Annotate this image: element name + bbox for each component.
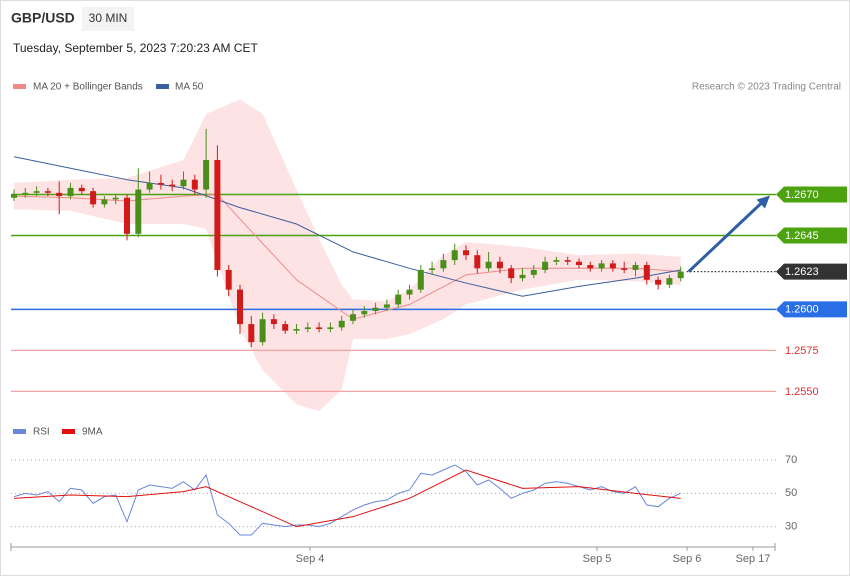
level-label: 1.2575 [785, 345, 819, 357]
level-label: 1.2623 [785, 266, 819, 278]
level-tag [776, 186, 847, 203]
x-tick-label: Sep 17 [736, 553, 771, 565]
candle-body [11, 194, 17, 198]
legend-label: 9MA [82, 427, 103, 438]
legend-swatch [62, 429, 75, 434]
x-tick-label: Sep 4 [296, 553, 325, 565]
candle-body [157, 182, 164, 185]
candle-body [655, 279, 662, 285]
level-tag [776, 301, 847, 318]
legend-label: RSI [33, 427, 50, 438]
candle-body [225, 269, 232, 290]
candle-body [474, 255, 481, 269]
candle-body [169, 184, 176, 187]
candle-body [124, 197, 130, 234]
candle-body [67, 187, 74, 197]
candle-body [44, 191, 51, 193]
candle-body [33, 191, 40, 193]
candle-body [214, 160, 221, 270]
x-tick-label: Sep 6 [673, 553, 702, 565]
candle-body [576, 261, 582, 266]
candle-body [598, 263, 605, 269]
candle-body [135, 189, 142, 234]
candle-body [237, 289, 243, 325]
candle-body [643, 265, 650, 280]
candle-body [485, 261, 492, 269]
ma-line [13, 156, 681, 297]
interval: 30 MIN [89, 11, 128, 25]
forecast-arrowhead [756, 195, 770, 209]
candle-body [666, 278, 673, 285]
rsi-tick-label: 30 [785, 521, 797, 533]
legend-label: MA 20 + Bollinger Bands [33, 82, 143, 93]
candle-body [248, 324, 255, 343]
candle-body [609, 263, 616, 269]
candle-body [22, 192, 29, 195]
candle-body [677, 271, 684, 279]
level-tag [776, 263, 847, 280]
level-label: 1.2600 [785, 304, 819, 316]
candle-body [530, 269, 537, 275]
candle-body [191, 179, 198, 190]
candle-body [203, 160, 210, 190]
rsi-tick-label: 70 [785, 454, 797, 466]
candle-body [440, 260, 447, 269]
candle-body [101, 199, 108, 205]
candle-body [463, 250, 469, 256]
candle-body [338, 320, 345, 328]
interval-box [82, 7, 134, 31]
forecast-arrow [687, 201, 764, 273]
candle-body [632, 265, 639, 270]
legend-label: MA 50 [175, 82, 204, 93]
candle-body [56, 192, 63, 197]
candle-body [350, 314, 356, 321]
candle-body [327, 327, 334, 330]
candle-body [316, 327, 323, 330]
candle-body [361, 310, 368, 315]
credit: Research © 2023 Trading Central [692, 82, 841, 93]
candle-body [293, 329, 300, 331]
candle-body [429, 268, 436, 270]
level-tag [776, 227, 847, 244]
rsi-tick-label: 50 [785, 487, 797, 499]
candle-body [621, 268, 628, 270]
candle-body [406, 289, 413, 295]
candle-body [553, 260, 560, 262]
candle-body [395, 294, 402, 305]
legend-swatch [13, 84, 26, 89]
candle-body [451, 250, 458, 261]
x-tick-label: Sep 5 [583, 553, 612, 565]
candle-body [78, 187, 85, 192]
legend-swatch [13, 429, 26, 434]
candle-body [304, 327, 311, 330]
candle-body [417, 269, 424, 290]
chart-title: GBP/USD [11, 10, 75, 26]
bollinger-band [14, 99, 681, 412]
candle-body [90, 191, 97, 205]
candle-body [564, 260, 571, 262]
level-label: 1.2670 [785, 189, 819, 201]
candle-body [270, 319, 277, 325]
legend-swatch [156, 84, 169, 89]
level-label: 1.2550 [785, 386, 819, 398]
candle-body [496, 261, 503, 269]
candle-body [383, 304, 390, 308]
candle-body [146, 182, 153, 190]
candle-body [587, 265, 594, 269]
ma-line [13, 464, 681, 536]
candle-body [112, 197, 119, 200]
subtitle: Tuesday, September 5, 2023 7:20:23 AM CE… [13, 41, 258, 55]
candle-body [519, 274, 526, 279]
candle-body [180, 179, 187, 187]
level-label: 1.2645 [785, 230, 819, 242]
candle-body [542, 261, 549, 270]
candle-body [282, 324, 289, 331]
candle-body [372, 307, 379, 311]
ma-line [13, 469, 681, 528]
candle-body [508, 268, 515, 279]
candle-body [259, 319, 266, 343]
